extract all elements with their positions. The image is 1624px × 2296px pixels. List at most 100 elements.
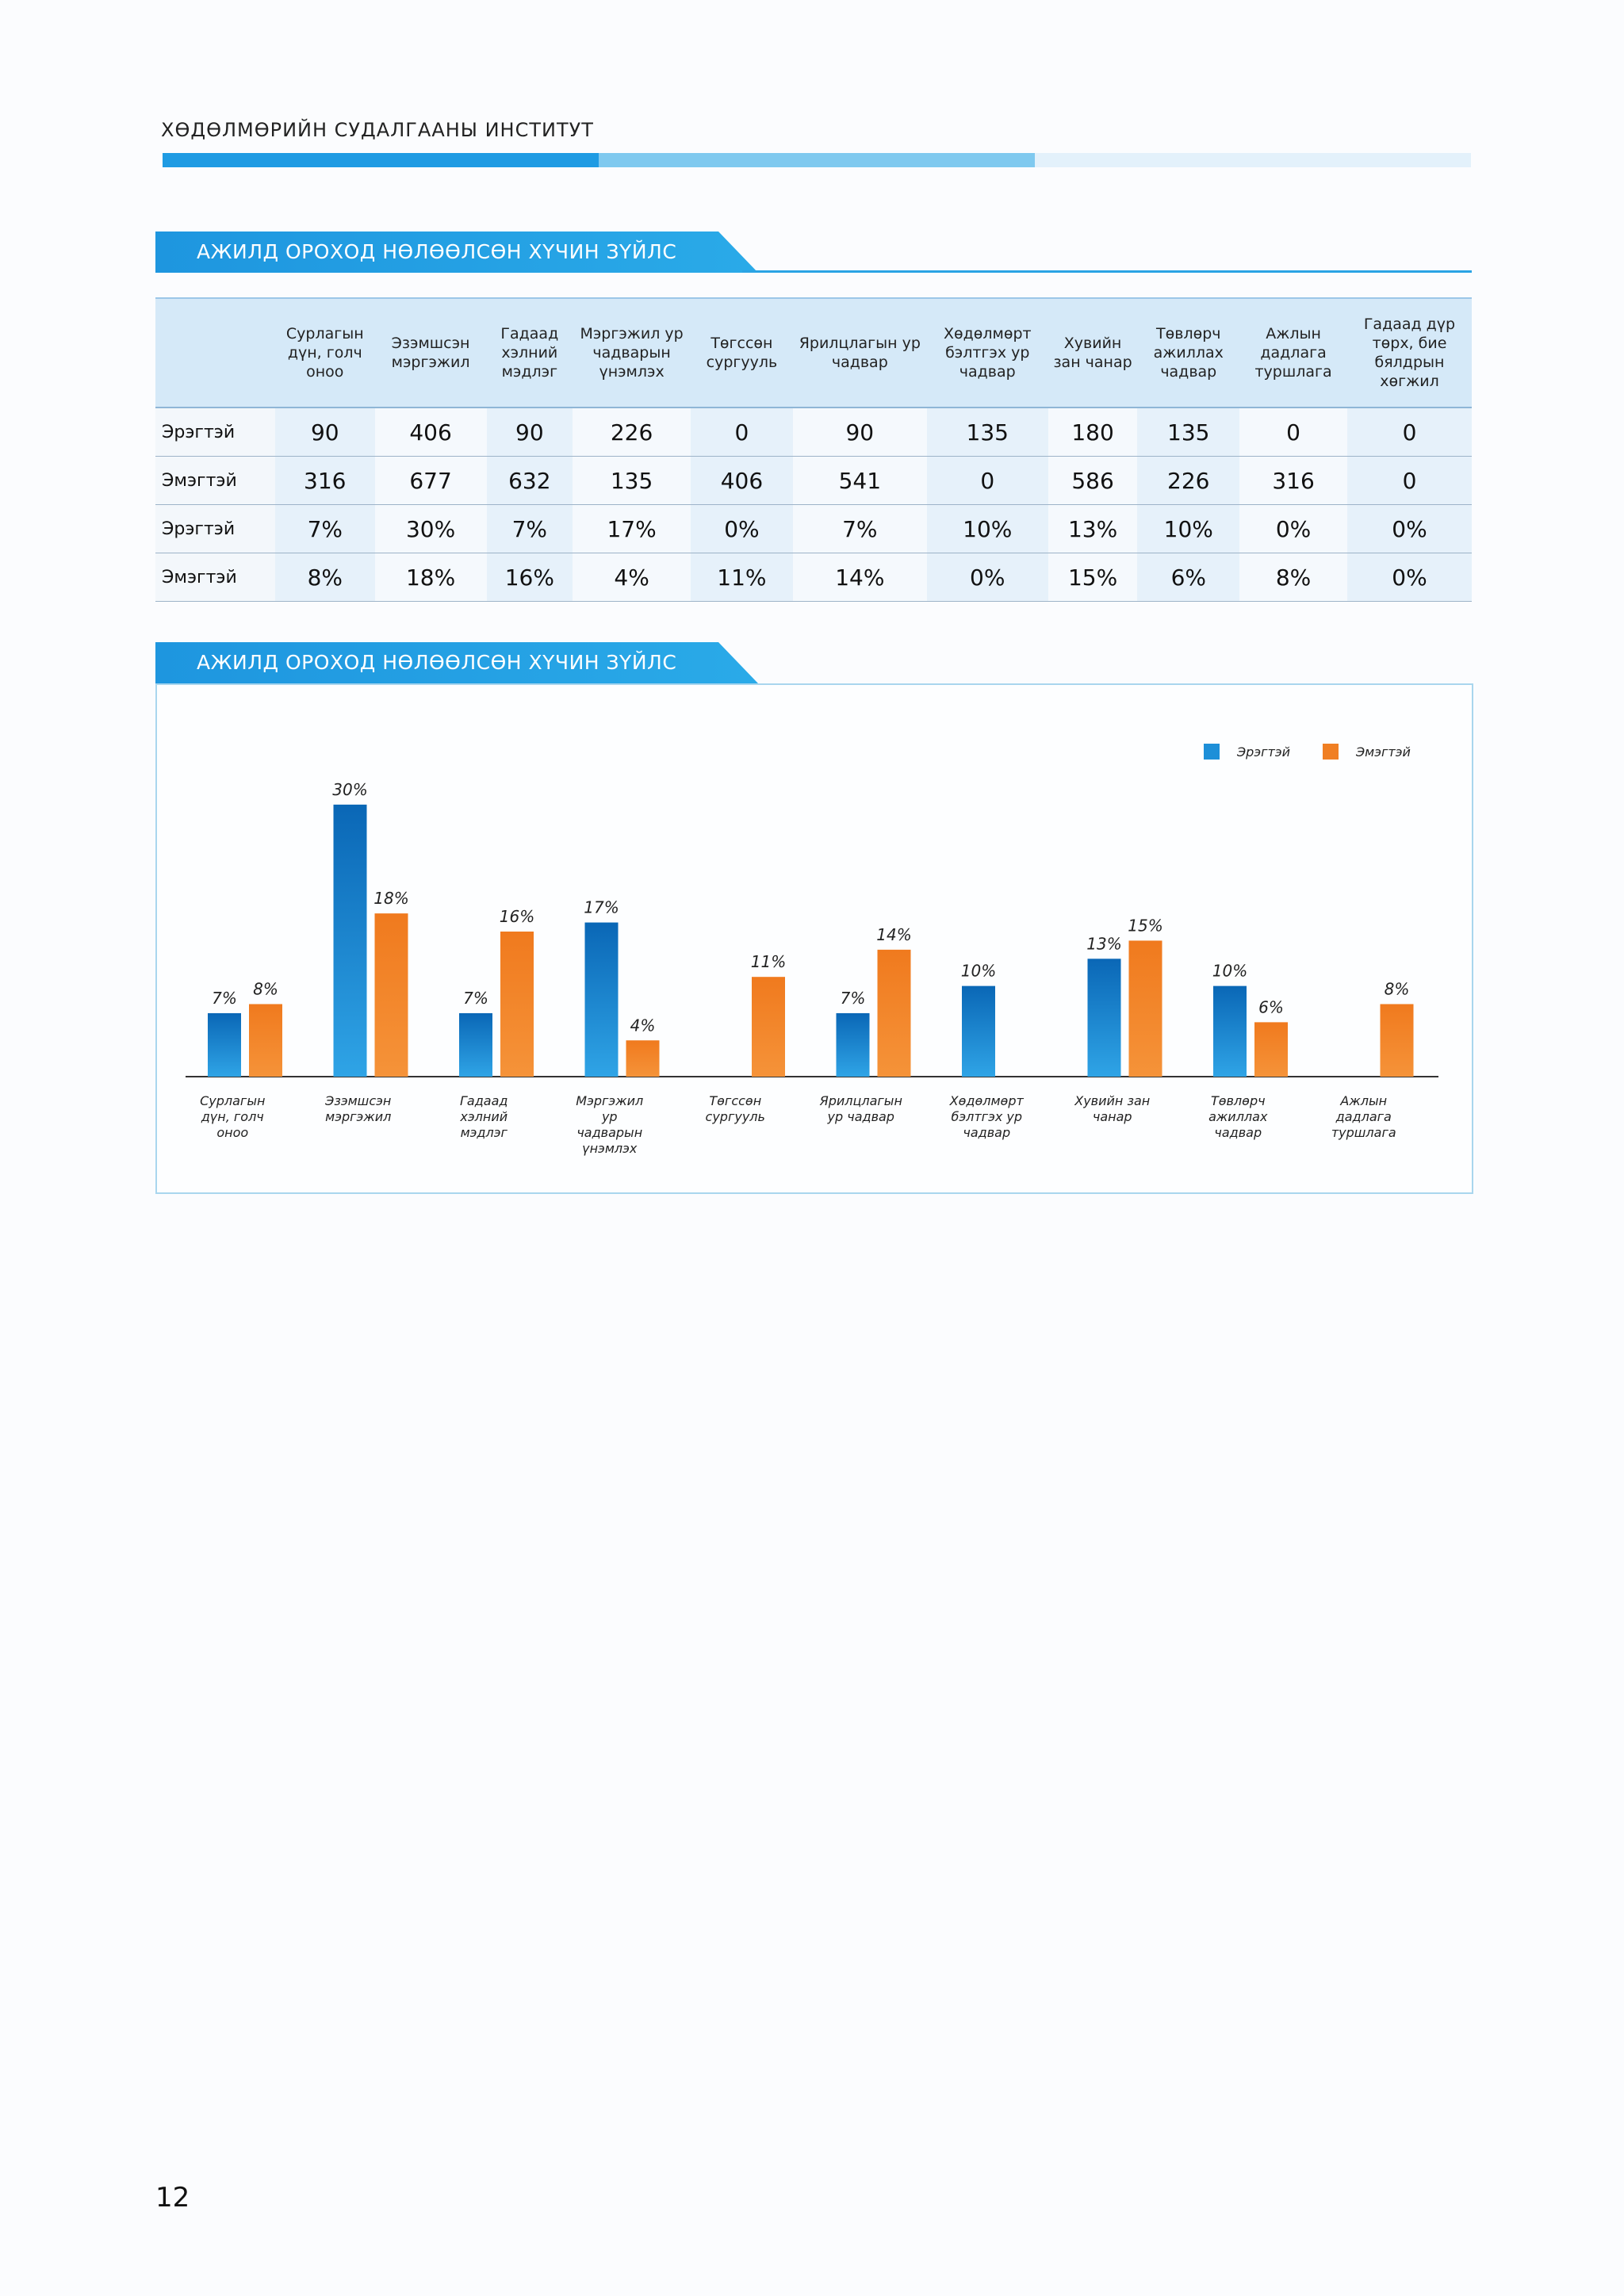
category-label: Эзэмшсэн мэргэжил <box>324 1093 391 1124</box>
table-cell: 90 <box>792 408 927 457</box>
table-cell: 406 <box>691 456 793 505</box>
bar-value-label: 8% <box>1385 980 1410 999</box>
category-label: Хувийн зан чанар <box>1074 1093 1150 1124</box>
category-label: Ярилцлагын ур чадвар <box>819 1093 902 1124</box>
bar-male <box>333 804 367 1077</box>
table-cell: 90 <box>486 408 573 457</box>
table-row-label: Эрэгтэй <box>155 504 275 553</box>
bar-value-label: 10% <box>961 962 996 981</box>
bar-female <box>249 1004 282 1077</box>
bar-value-label: 17% <box>584 898 619 917</box>
bar-value-label: 16% <box>500 907 534 926</box>
bar-female <box>500 932 534 1077</box>
bar-male <box>208 1012 241 1077</box>
table-cell: 135 <box>926 408 1048 457</box>
bar-value-label: 10% <box>1212 962 1247 981</box>
category-label: Мэргэжил ур чадварын үнэмлэх <box>576 1093 643 1156</box>
table-corner-cell <box>155 297 275 408</box>
table-cell: 10% <box>1137 504 1240 553</box>
table-column-header: Ярилцлагын ур чадвар <box>792 297 927 408</box>
bar-female <box>1254 1022 1288 1077</box>
table-cell: 8% <box>1239 553 1347 602</box>
legend-label: Эмэгтэй <box>1355 744 1411 760</box>
bar-value-label: 7% <box>463 989 488 1008</box>
legend-swatch-male <box>1204 744 1220 760</box>
category-label: Төвлөрч ажиллах чадвар <box>1208 1093 1268 1140</box>
table-row-label: Эмэгтэй <box>155 456 275 505</box>
table-cell: 11% <box>691 553 793 602</box>
table-cell: 16% <box>486 553 573 602</box>
bar-male <box>584 922 619 1077</box>
bar-value-label: 30% <box>332 780 367 799</box>
table-cell: 180 <box>1048 408 1138 457</box>
bar-male <box>459 1012 492 1077</box>
factors-table: Сурлагын дүн, голч оноо Эзэмшсэн мэргэжил… <box>155 297 1472 602</box>
table-row-label: Эрэгтэй <box>155 408 275 457</box>
bar-value-label: 18% <box>373 889 408 908</box>
table-cell: 30% <box>374 504 487 553</box>
bar-female <box>374 913 408 1077</box>
table-column-header: Ажлын дадлага туршлага <box>1239 297 1347 408</box>
category-label: Ажлын дадлага туршлага <box>1331 1093 1396 1140</box>
bar-female <box>626 1040 660 1077</box>
chart-frame: 7% 8% Сурлагын дүн, голч оноо 30% 18% Эзэмшсэн м… <box>155 683 1473 1194</box>
table-section-banner: АЖИЛД ОРОХОД НӨЛӨӨЛСӨН ХҮЧИН ЗҮЙЛС <box>155 232 1472 273</box>
table-row: Эмэгтэй 8% 18% 16% 4% 11% 14% 0% 15% 6% 8% 0% <box>155 553 1472 602</box>
table-cell: 586 <box>1048 456 1138 505</box>
bar-female <box>752 977 785 1077</box>
table-cell: 0% <box>926 553 1048 602</box>
table-column-header: Хувийн зан чанар <box>1048 297 1138 408</box>
bar-value-label: 7% <box>841 989 866 1008</box>
table-column-header: Төгссөн сургууль <box>691 297 793 408</box>
header-color-bar <box>163 153 1471 167</box>
table-column-header: Хөдөлмөрт бэлтгэх ур чадвар <box>926 297 1048 408</box>
table-header-row: Сурлагын дүн, голч оноо Эзэмшсэн мэргэжил… <box>155 297 1472 408</box>
table-cell: 15% <box>1048 553 1138 602</box>
table-cell: 13% <box>1048 504 1138 553</box>
table-cell: 4% <box>573 553 691 602</box>
bar-value-label: 15% <box>1128 916 1162 935</box>
table-cell: 17% <box>573 504 691 553</box>
table-cell: 0 <box>1239 408 1347 457</box>
bar-male <box>1087 959 1121 1077</box>
table-cell: 0% <box>1346 504 1472 553</box>
bar-value-label: 13% <box>1086 934 1121 953</box>
legend-swatch-female <box>1323 744 1339 760</box>
table-cell: 0 <box>691 408 793 457</box>
table-cell: 0% <box>1239 504 1347 553</box>
table-cell: 632 <box>486 456 573 505</box>
table-cell: 316 <box>1239 456 1347 505</box>
table-cell: 7% <box>274 504 375 553</box>
bar-value-label: 6% <box>1258 997 1284 1016</box>
bar-female <box>1380 1004 1414 1077</box>
table-cell: 0 <box>1346 408 1472 457</box>
table-cell: 677 <box>374 456 487 505</box>
table-column-header: Сурлагын дүн, голч оноо <box>274 297 375 408</box>
bar-female <box>1128 940 1162 1077</box>
table-row: Эмэгтэй 316 677 632 135 406 541 0 586 226 316 0 <box>155 456 1472 505</box>
legend-label: Эрэгтэй <box>1236 744 1290 760</box>
category-label: Төгссөн сургууль <box>706 1093 765 1124</box>
table-column-header: Гадаад дүр төрх, бие бялдрын хөгжил <box>1346 297 1472 408</box>
table-cell: 14% <box>792 553 927 602</box>
table-cell: 0 <box>926 456 1048 505</box>
table-column-header: Мэргэжил ур чадварын үнэмлэх <box>573 297 691 408</box>
chart-section-banner: АЖИЛД ОРОХОД НӨЛӨӨЛСӨН ХҮЧИН ЗҮЙЛС <box>155 642 1472 683</box>
page-number: 12 <box>155 2182 190 2214</box>
table-row-label: Эмэгтэй <box>155 553 275 602</box>
table-section-title: АЖИЛД ОРОХОД НӨЛӨӨЛСӨН ХҮЧИН ЗҮЙЛС <box>197 240 677 263</box>
table-cell: 316 <box>274 456 375 505</box>
table-cell: 8% <box>274 553 375 602</box>
bar-value-label: 11% <box>751 952 786 971</box>
bar-male <box>836 1012 870 1077</box>
bar-male <box>1213 985 1247 1077</box>
bar-value-label: 8% <box>253 980 278 999</box>
chart-section-title: АЖИЛД ОРОХОД НӨЛӨӨЛСӨН ХҮЧИН ЗҮЙЛС <box>197 651 677 674</box>
institute-title: ХӨДӨЛМӨРИЙН СУДАЛГААНЫ ИНСТИТУТ <box>161 119 594 141</box>
table-column-header: Эзэмшсэн мэргэжил <box>374 297 487 408</box>
table-cell: 226 <box>573 408 691 457</box>
table-cell: 226 <box>1137 456 1240 505</box>
bar-female <box>877 949 911 1077</box>
table-cell: 541 <box>792 456 927 505</box>
bar-male <box>962 985 995 1077</box>
